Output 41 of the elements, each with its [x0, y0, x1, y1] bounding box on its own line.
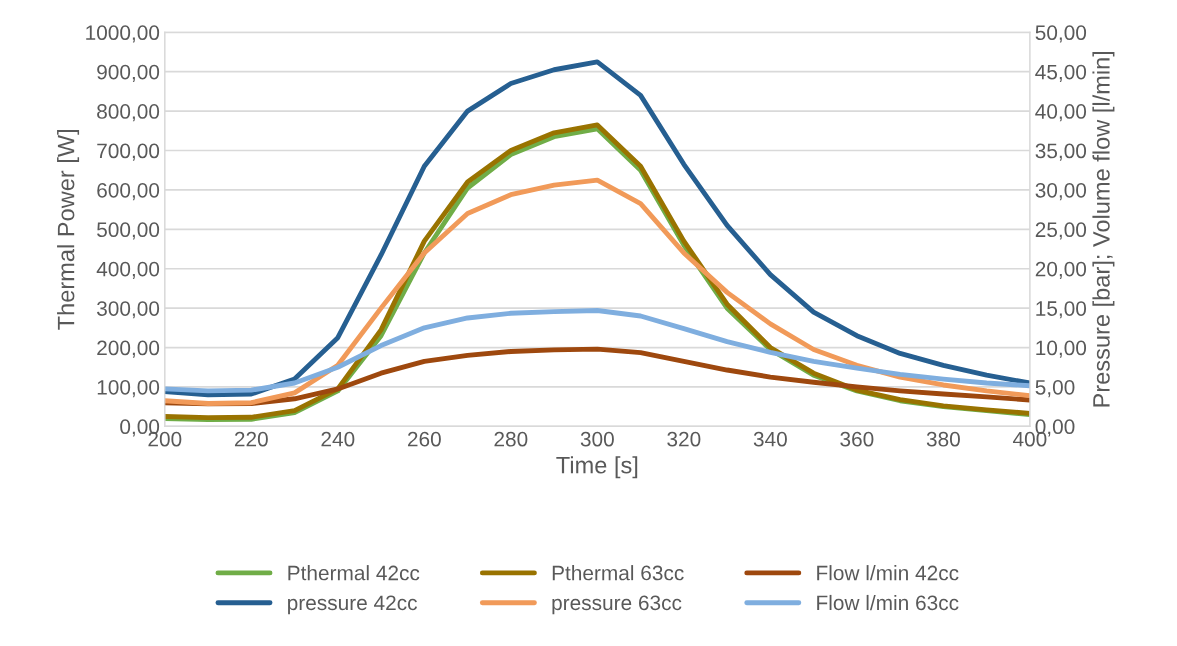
- legend-label: Pthermal 63cc: [552, 565, 684, 581]
- legend-label: pressure 63cc: [552, 595, 682, 615]
- x-tick-label: 240: [321, 431, 355, 447]
- line-series: [164, 308, 1030, 394]
- y-tick-label: 300,00: [97, 301, 160, 319]
- y-tick-label: 200,00: [97, 340, 160, 358]
- y2-tick-label: 30,00: [1035, 182, 1087, 201]
- legend-label: Flow l/min 63cc: [817, 594, 959, 611]
- y2-tick-label: 40,00: [1035, 104, 1087, 122]
- x-tick-label: 220: [234, 431, 268, 447]
- line-series: [164, 177, 1030, 406]
- x-tick-label: 340: [753, 431, 787, 447]
- x-axis-title: Time [s]: [556, 456, 638, 479]
- legend-label: Flow l/min 42cc: [817, 565, 959, 581]
- y-axis-title: Thermal Power [W]: [57, 129, 80, 330]
- y-tick-label: 700,00: [97, 143, 160, 161]
- x-tick-label: 280: [494, 431, 528, 447]
- y-tick-label: 600,00: [97, 182, 160, 201]
- y2-tick-label: 20,00: [1035, 261, 1087, 279]
- y-tick-label: 400,00: [96, 261, 160, 279]
- legend-label: Pthermal 42cc: [288, 565, 420, 581]
- y2-tick-label: 35,00: [1035, 143, 1087, 161]
- y-tick-label: 500,00: [97, 222, 160, 240]
- legend-label: pressure 42cc: [288, 595, 417, 615]
- x-tick-label: 300: [580, 431, 614, 447]
- y-tick-label: 800,00: [97, 104, 160, 122]
- y-tick-label: 1000,00: [86, 25, 160, 43]
- y2-axis-title: Pressure [bar]; Volume flow [l/min]: [1092, 51, 1115, 407]
- y-tick-label: 100,00: [97, 379, 160, 398]
- y-tick-label: 900,00: [97, 64, 160, 82]
- y2-tick-label: 45,00: [1035, 64, 1087, 82]
- y2-tick-label: 50,00: [1035, 25, 1087, 43]
- x-tick-label: 360: [840, 431, 874, 447]
- x-tick-label: 380: [926, 431, 960, 447]
- x-tick-label: 260: [407, 431, 441, 447]
- y2-tick-label: 15,00: [1036, 301, 1087, 319]
- y2-tick-label: 5,00: [1035, 379, 1075, 398]
- x-tick-label: 320: [667, 431, 701, 447]
- y2-tick-label: 10,00: [1036, 340, 1087, 358]
- line-series: [164, 59, 1030, 398]
- y2-tick-label: 25,00: [1035, 222, 1087, 240]
